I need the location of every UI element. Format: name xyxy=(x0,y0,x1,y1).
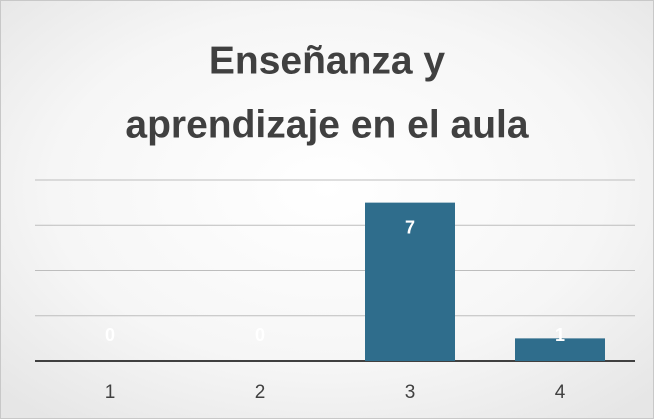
bar xyxy=(365,202,455,361)
data-label: 0 xyxy=(255,325,265,345)
bar xyxy=(515,338,605,361)
x-tick-label: 4 xyxy=(555,382,566,403)
x-tick-label: 2 xyxy=(255,382,266,403)
chart-title: aprendizaje en el aula xyxy=(125,103,528,146)
data-label: 0 xyxy=(105,325,115,345)
x-tick-label: 1 xyxy=(105,382,116,403)
data-label: 1 xyxy=(555,325,565,345)
data-label: 7 xyxy=(405,217,415,237)
x-tick-label: 3 xyxy=(405,382,416,403)
chart-title: Enseñanza y xyxy=(209,39,446,82)
